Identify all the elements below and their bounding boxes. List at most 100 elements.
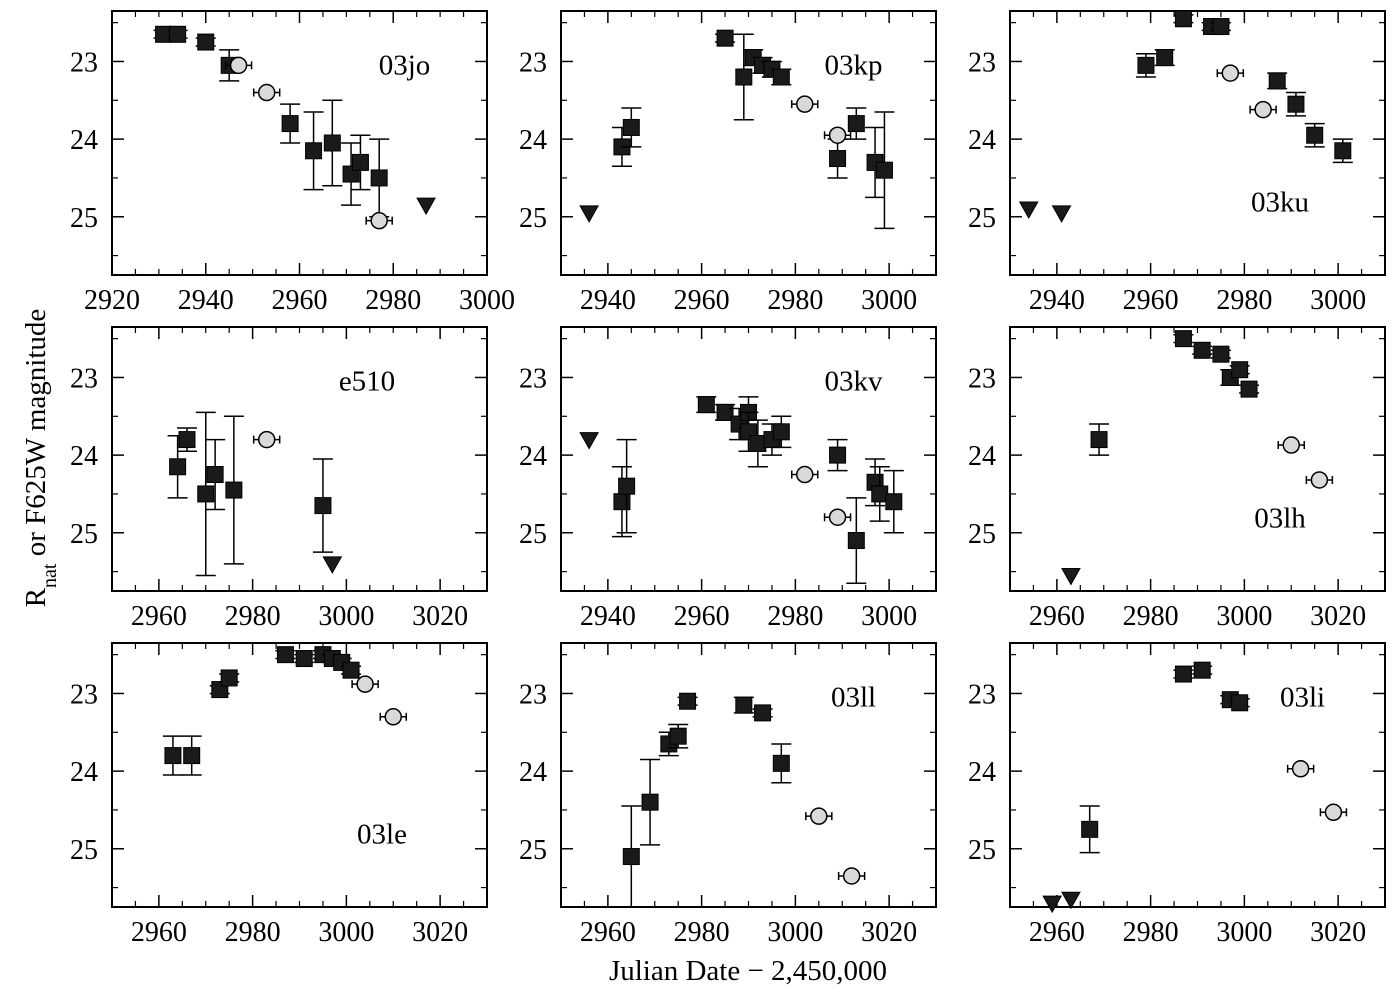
y-tick-label: 25 [968,203,996,234]
hst-point [1254,100,1272,119]
x-tick-label: 2920 [84,285,140,316]
panel-e510: 2960 2980 3000 3020 23 24 25 e510 [70,326,488,632]
x-tick-label: 2980 [1216,285,1272,316]
ground-point [342,661,360,679]
ground-point [641,793,659,811]
y-tick-label: 25 [968,519,996,550]
y-tick-label: 24 [519,757,547,788]
ground-point [1174,330,1192,348]
panel-03kv: 2940 2960 2980 3000 23 24 25 03kv [519,326,937,632]
x-tick-label: 3020 [1310,917,1366,948]
y-tick-label: 23 [519,363,547,394]
ground-point [1081,820,1099,838]
upper-limit-point [322,556,343,574]
ground-point [772,68,790,86]
panel-label: e510 [339,365,395,397]
ground-point [314,497,332,515]
panel-frame [111,326,488,592]
y-tick-label: 23 [968,363,996,394]
panel-frame [560,642,937,908]
panel-label: 03li [1280,681,1325,713]
ground-point [295,650,313,668]
x-tick-label: 3020 [1310,601,1366,632]
upper-limit-point [1051,205,1072,223]
panel-label: 03ku [1251,187,1309,219]
ground-point [1174,665,1192,683]
ground-point [1212,18,1230,36]
ground-point [206,466,224,484]
x-tick-label: 2980 [225,917,281,948]
ground-point [197,485,215,503]
ground-point [281,115,299,133]
ground-point [305,142,323,160]
x-tick-label: 2940 [580,601,636,632]
hst-point [356,675,374,693]
upper-limit-point [579,205,599,223]
panel-03jo: 2920 2940 2960 2980 3000 23 24 25 03jo [70,10,515,316]
x-tick-label: 2980 [674,917,730,948]
x-axis-title: Julian Date − 2,450,000 [609,955,887,987]
ground-point [735,696,753,714]
x-tick-label: 2940 [580,285,636,316]
panel-label: 03kp [825,49,883,81]
x-tick-label: 3000 [318,917,374,948]
ground-point [847,532,865,550]
x-tick-label: 3000 [861,285,917,316]
ground-point [829,446,847,464]
panel-label: 03ll [831,681,876,713]
x-tick-label: 2980 [767,601,823,632]
ground-point [1334,142,1352,160]
ground-point [772,423,790,441]
x-tick-label: 2960 [131,601,187,632]
y-tick-label: 25 [519,519,547,550]
upper-limit-point [1018,201,1039,220]
y-tick-label: 24 [968,125,996,156]
panel-03lh: 2960 2980 3000 3020 23 24 25 03lh [968,326,1386,632]
x-tick-label: 2960 [674,285,730,316]
hst-point [384,708,402,726]
panel-label: 03kv [825,365,884,397]
ground-point [1231,361,1249,379]
ground-point [679,692,697,710]
hst-point [1282,436,1300,454]
x-tick-label: 3000 [318,601,374,632]
x-tick-label: 3000 [861,601,917,632]
y-tick-label: 24 [519,125,547,156]
x-tick-label: 3020 [412,917,468,948]
hst-point [1324,803,1343,822]
x-tick-label: 2960 [1029,917,1085,948]
x-tick-label: 3000 [459,285,515,316]
panel-03kp: 2940 2960 2980 3000 23 24 25 03kp [519,10,937,316]
ground-point [885,493,903,511]
ground-point [669,727,687,745]
ground-point [1156,49,1174,67]
x-tick-label: 2940 [178,285,234,316]
hst-point [810,807,828,825]
ground-point [169,25,187,43]
ground-point [1193,341,1211,359]
y-tick-label: 25 [70,835,98,866]
x-tick-label: 3000 [1216,917,1272,948]
ground-point [1231,694,1249,712]
x-tick-label: 2980 [1123,917,1179,948]
x-tick-label: 3020 [861,917,917,948]
ground-point [197,33,215,51]
y-tick-label: 24 [70,441,98,472]
ground-point [618,477,636,495]
ground-point [1090,431,1108,449]
upper-limit-point [1061,567,1081,586]
y-tick-label: 23 [519,679,547,710]
x-tick-label: 3000 [1216,601,1272,632]
hst-point [1221,64,1240,82]
hst-point [842,867,861,885]
hst-point [1310,471,1329,489]
ground-point [622,848,640,866]
x-tick-label: 2980 [225,601,281,632]
x-tick-label: 2960 [1123,285,1179,316]
y-axis-title: Rnat or F625W magnitude [20,309,61,608]
ground-point [183,747,201,765]
y-tick-label: 25 [519,203,547,234]
ground-point [220,669,238,687]
upper-limit-point [1042,895,1063,914]
